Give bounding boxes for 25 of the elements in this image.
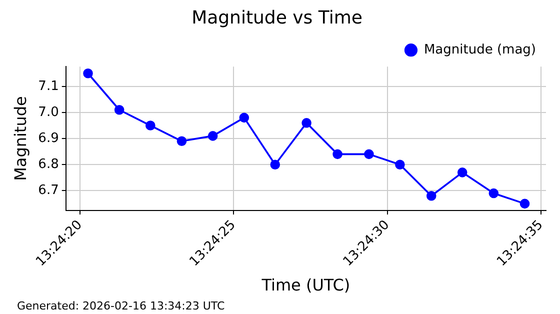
point [364, 149, 374, 160]
point [176, 136, 187, 146]
point [488, 188, 499, 198]
text: Generated: 2026-02-16 13:34:23 UTC [17, 299, 226, 312]
point [332, 149, 342, 160]
x-axis-title: Time (UTC) [260, 276, 350, 295]
y-tick-label: 6.7 [38, 183, 59, 198]
chart-title: Magnitude vs Time [192, 7, 362, 28]
point [395, 160, 405, 170]
point [146, 120, 156, 130]
y-axis-title: Magnitude [10, 96, 30, 181]
y-tick-label: 6.8 [38, 156, 59, 172]
point [426, 190, 436, 201]
point [457, 168, 468, 178]
legend-label: Magnitude (mag) [424, 42, 536, 58]
point [83, 68, 93, 78]
y-tick-label: 7.0 [38, 104, 59, 120]
point [520, 198, 530, 209]
point [208, 131, 218, 141]
point [239, 112, 250, 123]
y-tick-label: 6.9 [38, 130, 59, 146]
point [270, 160, 280, 170]
y-tick-label: 7.1 [38, 78, 59, 94]
point [302, 118, 312, 128]
point [114, 104, 124, 115]
